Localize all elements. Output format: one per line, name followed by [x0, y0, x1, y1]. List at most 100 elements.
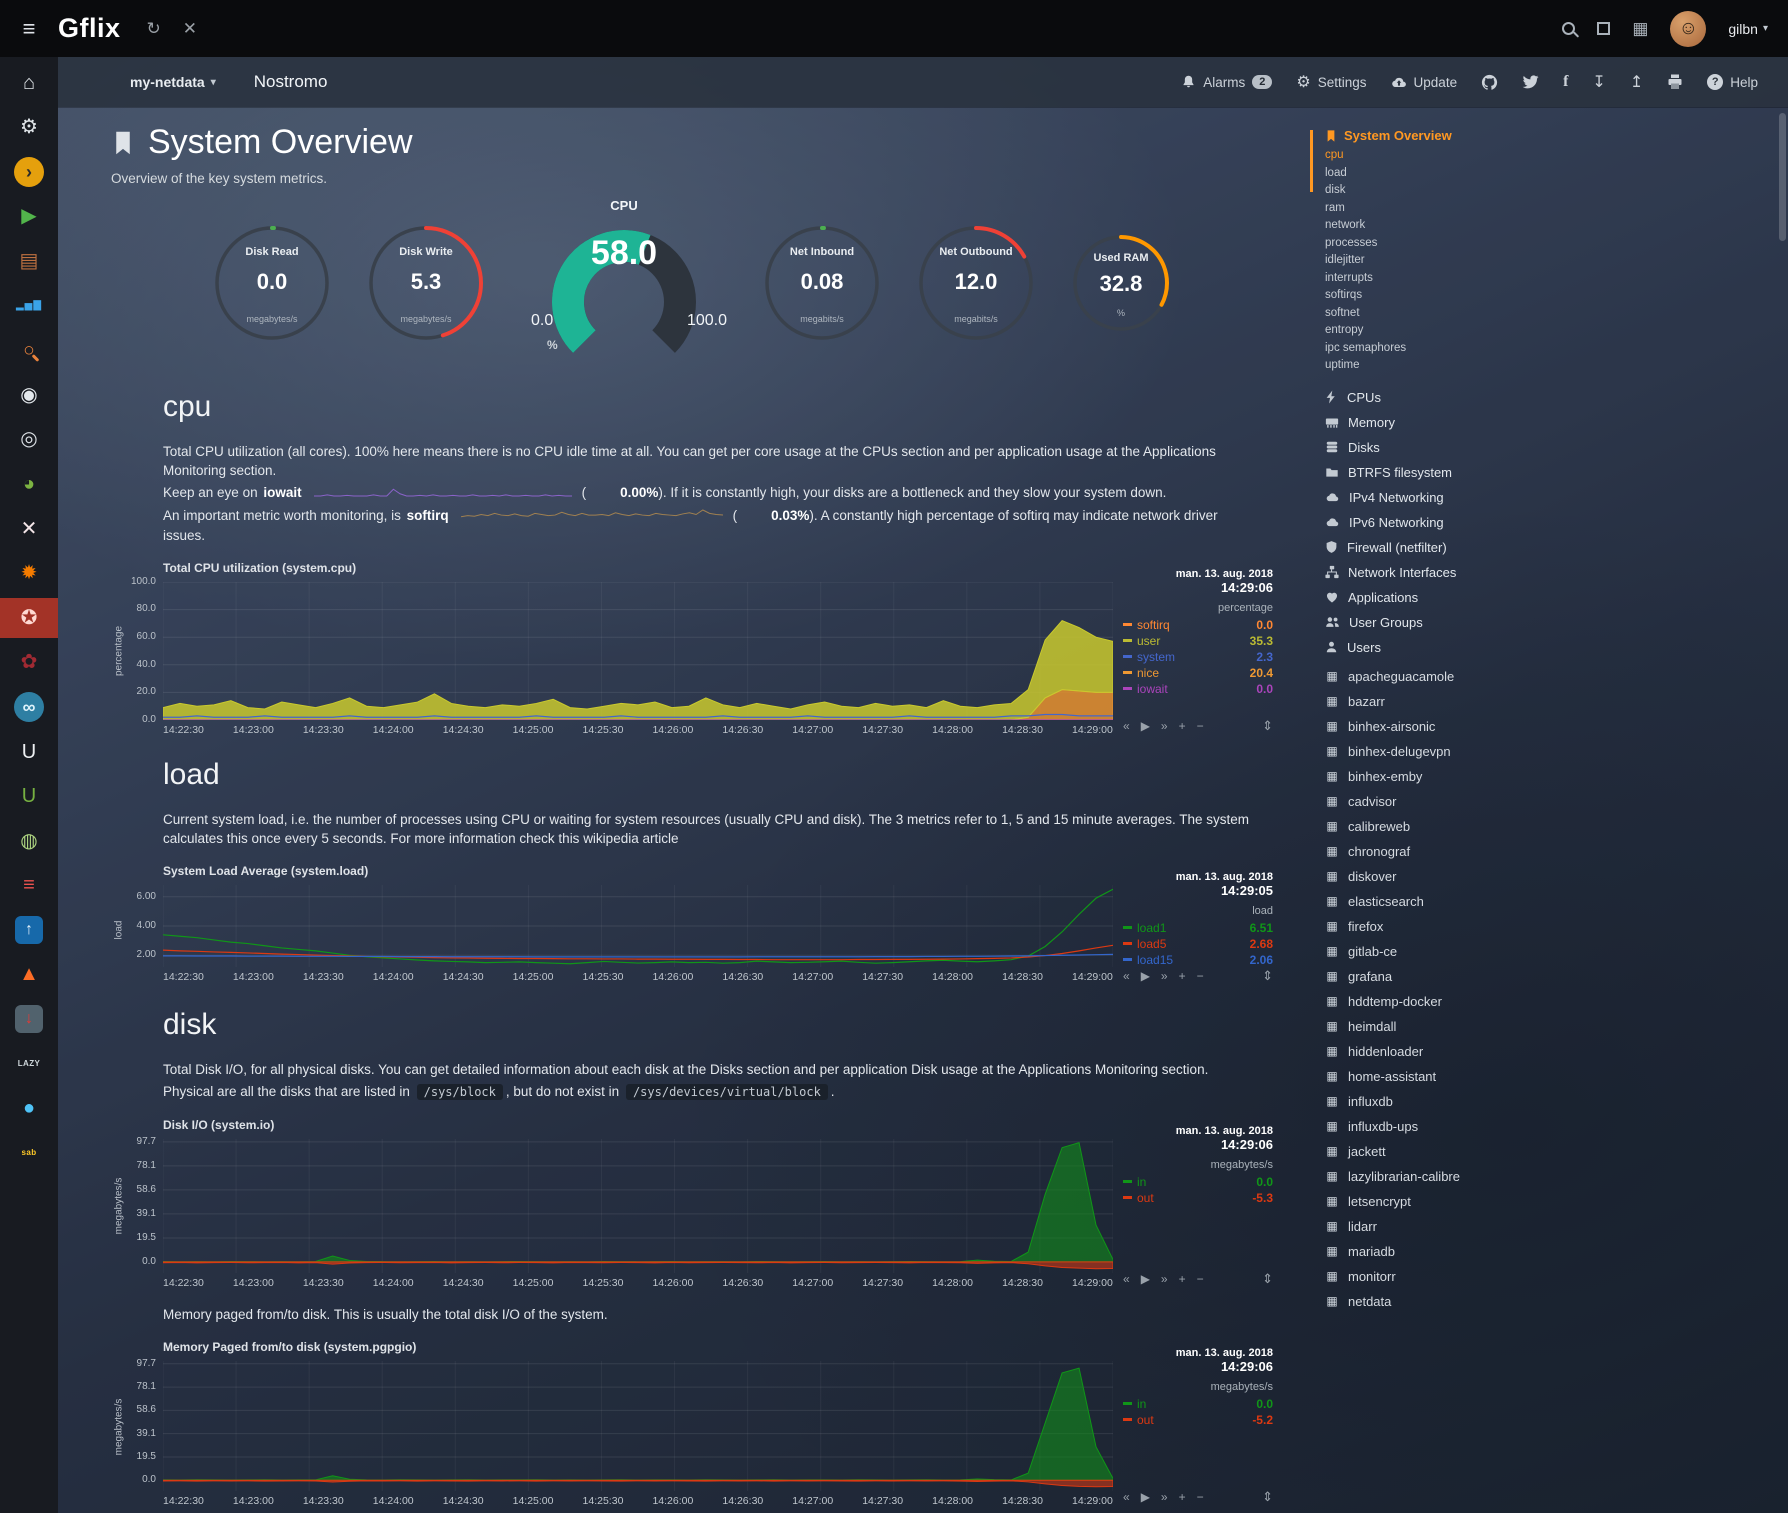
pan-left-button[interactable]: « [1123, 968, 1130, 983]
user-menu[interactable]: gilbn ▾ [1728, 21, 1768, 37]
zoom-in-button[interactable]: + [1178, 1271, 1186, 1286]
orb-light-icon[interactable]: ◉ [20, 383, 38, 406]
equalizer-icon[interactable]: ▂▅▇ [15, 299, 43, 311]
nav-section-memory[interactable]: Memory [1325, 410, 1548, 435]
gauge-used-ram[interactable]: Used RAM 32.8 % [1071, 233, 1171, 333]
facebook-icon[interactable]: f [1563, 73, 1569, 90]
legend-item[interactable]: nice 20.4 [1123, 665, 1273, 681]
nav-section-btrfs[interactable]: BTRFS filesystem [1325, 460, 1548, 485]
nav-section-applications[interactable]: Applications [1325, 585, 1548, 610]
reset-button[interactable]: ▶ [1140, 968, 1150, 983]
nav-sub-item[interactable]: ram [1325, 201, 1345, 214]
gauge-disk-read[interactable]: Disk Read 0.0 megabytes/s [213, 224, 331, 342]
orb-green-icon[interactable]: ◕ [22, 472, 36, 495]
legend-item[interactable]: load5 2.68 [1123, 936, 1273, 952]
nav-sub-item[interactable]: cpu [1325, 149, 1344, 161]
emby-icon[interactable]: ▶ [21, 205, 37, 228]
load-plot[interactable]: 14:22:30 14:23:00 14:23:30 14:24:00 14:24:30… [137, 884, 1113, 986]
u-white-icon[interactable]: U [21, 740, 37, 763]
upload-icon[interactable]: ↥ [1629, 74, 1644, 91]
netdata-icon[interactable]: ✪ [0, 597, 58, 638]
legend-item[interactable]: load15 2.06 [1123, 952, 1273, 968]
nav-app-item[interactable]: ▦ firefox [1325, 914, 1548, 939]
nav-app-item[interactable]: ▦ lidarr [1325, 1214, 1548, 1239]
nav-app-item[interactable]: ▦ netdata [1325, 1289, 1548, 1314]
server-dropdown[interactable]: my-netdata ▾ [130, 74, 216, 90]
pan-left-button[interactable]: « [1123, 718, 1130, 733]
disk-plot[interactable]: 14:22:30 14:23:00 14:23:30 14:24:00 14:24:30… [137, 1136, 1113, 1289]
zoom-out-button[interactable]: − [1196, 718, 1204, 733]
nav-app-item[interactable]: ▦ diskover [1325, 864, 1548, 889]
arrow-up-box-icon[interactable]: ↑ [0, 910, 58, 950]
water-drop-icon[interactable]: ● [22, 1097, 36, 1120]
nav-app-item[interactable]: ▦ letsencrypt [1325, 1189, 1548, 1214]
nav-sub-item[interactable]: uptime [1325, 359, 1360, 371]
settings-icon[interactable]: ⚙ [20, 116, 38, 139]
nav-section-user-groups[interactable]: User Groups [1325, 610, 1548, 635]
search-app-icon[interactable]: ○ [23, 339, 35, 361]
nav-app-item[interactable]: ▦ cadvisor [1325, 789, 1548, 814]
zoom-in-button[interactable]: + [1178, 718, 1186, 733]
nav-sub-item[interactable]: disk [1325, 184, 1346, 196]
apps-grid-icon[interactable]: ▦ [1632, 18, 1649, 38]
pan-right-button[interactable]: » [1160, 1489, 1168, 1504]
lazylibrarian-icon[interactable]: LAZY [17, 1058, 41, 1068]
nav-section-ipv6[interactable]: IPv6 Networking [1325, 510, 1548, 535]
nav-sub-item[interactable]: idlejitter [1325, 254, 1365, 266]
github-icon[interactable] [1481, 74, 1498, 91]
nav-app-item[interactable]: ▦ jackett [1325, 1139, 1548, 1164]
pan-right-button[interactable]: » [1160, 718, 1168, 733]
alarms-button[interactable]: Alarms 2 [1181, 74, 1273, 90]
nav-app-item[interactable]: ▦ monitorr [1325, 1264, 1548, 1289]
nav-app-item[interactable]: ▦ hddtemp-docker [1325, 989, 1548, 1014]
nav-app-item[interactable]: ▦ bazarr [1325, 689, 1548, 714]
plex-icon[interactable]: › [0, 152, 58, 192]
nav-app-item[interactable]: ▦ apacheguacamole [1325, 664, 1548, 689]
settings-button[interactable]: ⚙ Settings [1296, 74, 1367, 91]
nav-sub-item[interactable]: ipc semaphores [1325, 341, 1407, 354]
legend-item[interactable]: in 0.0 [1123, 1174, 1273, 1190]
nav-sub-item[interactable]: softirqs [1325, 289, 1363, 301]
nav-app-item[interactable]: ▦ binhex-airsonic [1325, 714, 1548, 739]
twitter-icon[interactable] [1522, 74, 1539, 90]
avatar[interactable]: ☺ [1670, 10, 1707, 47]
nav-app-item[interactable]: ▦ hiddenloader [1325, 1039, 1548, 1064]
pan-left-button[interactable]: « [1123, 1271, 1130, 1286]
gauge-cpu[interactable]: CPU 58.0 0.0 100.0 % [531, 198, 727, 353]
nav-sub-item[interactable]: processes [1325, 236, 1378, 249]
hamburger-menu-icon[interactable]: ≡ [22, 15, 36, 41]
download-box-icon[interactable]: ↓ [0, 999, 58, 1039]
legend-item[interactable]: in 0.0 [1123, 1396, 1273, 1412]
nav-app-item[interactable]: ▦ mariadb [1325, 1239, 1548, 1264]
legend-item[interactable]: load1 6.51 [1123, 920, 1273, 936]
nav-sub-item[interactable]: network [1325, 219, 1366, 231]
u-green-icon[interactable]: U [21, 785, 37, 808]
download-icon[interactable]: ↧ [1592, 74, 1606, 91]
reset-button[interactable]: ▶ [1140, 1489, 1150, 1504]
nav-app-item[interactable]: ▦ elasticsearch [1325, 889, 1548, 914]
nav-section-net-interfaces[interactable]: Network Interfaces [1325, 560, 1548, 585]
nav-section-ipv4[interactable]: IPv4 Networking [1325, 485, 1548, 510]
resize-handle[interactable]: ⇕ [1262, 1488, 1273, 1504]
zoom-out-button[interactable]: − [1196, 968, 1204, 983]
burst-orange-icon[interactable]: ✹ [20, 562, 38, 585]
legend-item[interactable]: iowait 0.0 [1123, 681, 1273, 697]
zoom-in-button[interactable]: + [1178, 968, 1186, 983]
resize-handle[interactable]: ⇕ [1262, 1270, 1273, 1286]
pan-right-button[interactable]: » [1160, 968, 1168, 983]
pan-left-button[interactable]: « [1123, 1489, 1130, 1504]
cross-app-icon[interactable]: ✕ [20, 517, 38, 540]
legend-item[interactable]: user 35.3 [1123, 633, 1273, 649]
legend-item[interactable]: system 2.3 [1123, 649, 1273, 665]
reset-button[interactable]: ▶ [1140, 718, 1150, 733]
refresh-icon[interactable]: ↻ [146, 18, 161, 38]
fullscreen-icon[interactable] [1597, 22, 1611, 35]
nav-sub-item[interactable]: load [1325, 166, 1347, 179]
nav-app-item[interactable]: ▦ chronograf [1325, 839, 1548, 864]
gauge-disk-write[interactable]: Disk Write 5.3 megabytes/s [367, 224, 485, 342]
legend-item[interactable]: softirq 0.0 [1123, 617, 1273, 633]
flower-dark-red-icon[interactable]: ✿ [20, 651, 38, 674]
resize-handle[interactable]: ⇕ [1262, 967, 1273, 983]
zoom-in-button[interactable]: + [1178, 1489, 1186, 1504]
pgpgio-plot[interactable]: 14:22:30 14:23:00 14:23:30 14:24:00 14:24:30… [137, 1358, 1113, 1507]
